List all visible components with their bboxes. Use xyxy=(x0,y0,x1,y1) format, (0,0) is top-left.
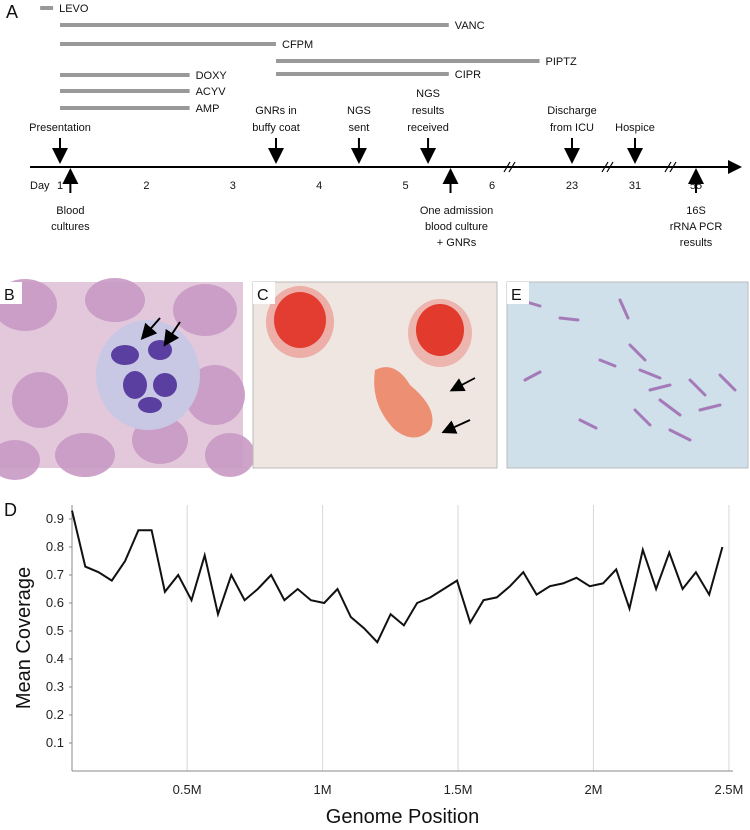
day-tick-label: 6 xyxy=(489,180,495,192)
micrograph-c xyxy=(252,281,498,469)
event-label: 16S xyxy=(686,205,706,217)
day-tick-label: 23 xyxy=(566,180,578,192)
axis-breaks xyxy=(503,161,677,173)
day-tick-label: 5 xyxy=(403,180,409,192)
y-tick-label: 0.5 xyxy=(46,623,64,638)
event-label: One admission xyxy=(420,205,493,217)
y-tick-label: 0.3 xyxy=(46,679,64,694)
day-label: Day xyxy=(30,180,50,192)
x-tick-label: 2.5M xyxy=(714,782,743,797)
y-tick-label: 0.7 xyxy=(46,567,64,582)
drug-label: CFPM xyxy=(282,39,313,51)
drug-label: PIPTZ xyxy=(546,56,577,68)
y-tick-label: 0.6 xyxy=(46,595,64,610)
drug-label: DOXY xyxy=(196,70,228,82)
panel-label: A xyxy=(6,2,18,22)
panel-label: C xyxy=(257,287,269,304)
event-label: NGS xyxy=(347,105,371,117)
x-tick-label: 0.5M xyxy=(173,782,202,797)
drug-label: VANC xyxy=(455,20,485,32)
panel-label: B xyxy=(4,287,15,304)
event-label: cultures xyxy=(51,221,90,233)
y-axis-title: Mean Coverage xyxy=(13,567,35,709)
event-label: Hospice xyxy=(615,122,655,134)
drug-label: AMP xyxy=(196,103,220,115)
data-line xyxy=(71,510,724,644)
micrograph-b xyxy=(0,278,255,480)
panel-label: D xyxy=(4,500,17,520)
event-label: results xyxy=(412,105,445,117)
drug-label: CIPR xyxy=(455,69,481,81)
event-label: sent xyxy=(349,122,370,134)
event-label: Discharge xyxy=(547,105,597,117)
y-tick-label: 0.9 xyxy=(46,511,64,526)
timeline-arrowhead xyxy=(728,160,742,174)
x-tick-label: 2M xyxy=(584,782,602,797)
event-label: + GNRs xyxy=(437,237,477,249)
event-label: Blood xyxy=(56,205,84,217)
x-tick-label: 1M xyxy=(314,782,332,797)
event-label: results xyxy=(680,237,713,249)
day-tick-label: 1 xyxy=(57,180,63,192)
event-label: blood culture xyxy=(425,221,488,233)
y-tick-label: 0.1 xyxy=(46,735,64,750)
micrograph-e xyxy=(506,281,749,469)
x-axis-title: Genome Position xyxy=(326,806,479,828)
event-label: rRNA PCR xyxy=(670,221,723,233)
panel-label-bg xyxy=(0,282,22,304)
panel-label: E xyxy=(511,287,522,304)
event-label: Presentation xyxy=(29,122,91,134)
event-label: GNRs in xyxy=(255,105,297,117)
x-tick-label: 1.5M xyxy=(444,782,473,797)
day-tick-label: 31 xyxy=(629,180,641,192)
day-tick-label: 2 xyxy=(143,180,149,192)
panel-label-bg xyxy=(507,282,529,304)
event-label: received xyxy=(407,122,449,134)
event-label: from ICU xyxy=(550,122,594,134)
y-tick-label: 0.4 xyxy=(46,651,64,666)
drug-label: LEVO xyxy=(59,3,89,15)
event-label: buffy coat xyxy=(252,122,300,134)
event-label: NGS xyxy=(416,88,440,100)
panel-label-bg xyxy=(253,282,275,304)
y-tick-label: 0.2 xyxy=(46,707,64,722)
day-tick-label: 3 xyxy=(230,180,236,192)
y-tick-label: 0.8 xyxy=(46,539,64,554)
day-tick-label: 4 xyxy=(316,180,322,192)
drug-label: ACYV xyxy=(196,86,227,98)
